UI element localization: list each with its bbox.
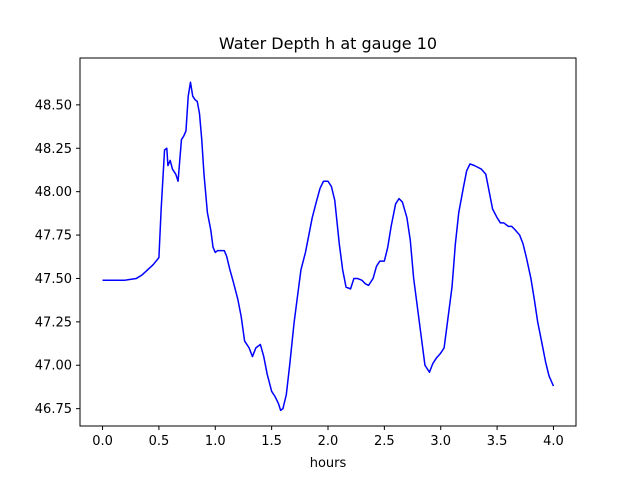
y-tick-label: 48.00 xyxy=(35,185,72,200)
x-tick-label: 1.5 xyxy=(261,434,282,449)
y-tick-label: 47.00 xyxy=(35,359,72,374)
y-tick-label: 47.25 xyxy=(35,315,72,330)
y-tick-label: 47.75 xyxy=(35,229,72,244)
y-tick-label: 48.25 xyxy=(35,142,72,157)
x-tick-label: 0.5 xyxy=(149,434,170,449)
chart-title: Water Depth h at gauge 10 xyxy=(219,34,437,53)
x-tick-label: 2.5 xyxy=(374,434,395,449)
y-tick-label: 48.50 xyxy=(35,98,72,113)
y-tick-label: 46.75 xyxy=(35,402,72,417)
x-tick-label: 3.0 xyxy=(430,434,451,449)
series-line-0 xyxy=(102,81,555,412)
x-tick-label: 3.5 xyxy=(487,434,508,449)
y-tick-label: 47.50 xyxy=(35,272,72,287)
x-axis-label: hours xyxy=(310,456,347,471)
x-tick-label: 2.0 xyxy=(318,434,339,449)
x-axis: 0.0 0.5 1.0 1.5 2.0 2.5 3.0 3.5 4.0 xyxy=(92,426,564,449)
y-axis: 46.75 47.00 47.25 47.50 47.75 48.00 48.25 48.50 xyxy=(35,98,80,417)
x-tick-label: 4.0 xyxy=(543,434,564,449)
x-tick-label: 0.0 xyxy=(92,434,113,449)
x-tick-label: 1.0 xyxy=(205,434,226,449)
series-layer xyxy=(102,81,555,412)
